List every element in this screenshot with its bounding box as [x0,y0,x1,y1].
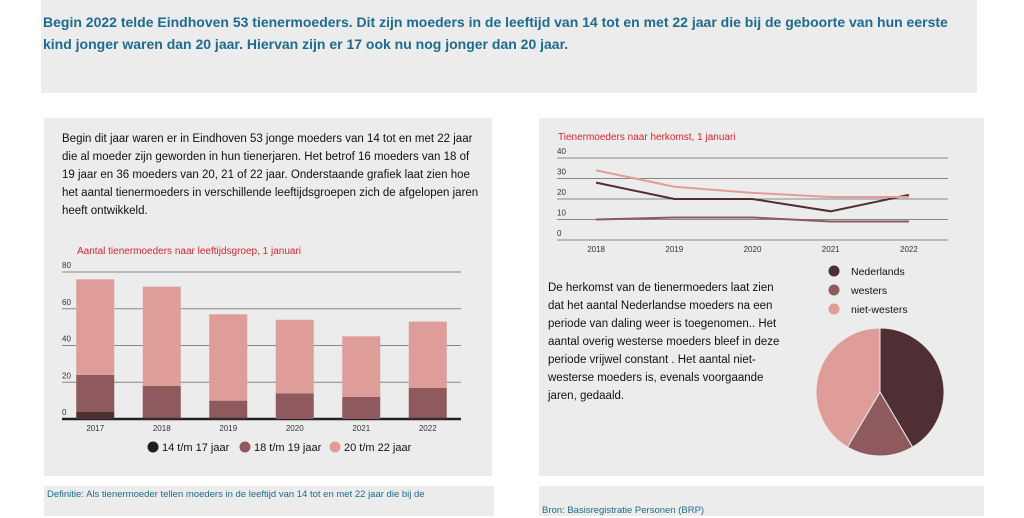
y-tick-label: 60 [62,298,71,307]
bar-segment [275,319,314,394]
bar-segment [342,336,381,397]
y-tick-label: 10 [557,209,566,218]
line [595,169,909,198]
x-tick-label: 2019 [219,424,237,433]
bar-segment [209,314,248,401]
legend-marker [239,441,251,453]
bar-segment [142,417,181,419]
chart-title: Aantal tienermoeders naar leeftijdsgroep… [77,246,301,257]
y-tick-label: 40 [62,335,71,344]
bar-segment [408,387,447,418]
definition-box [44,486,494,516]
bar-segment [76,374,115,412]
legend-marker [828,265,840,277]
bar-segment [142,286,181,386]
bar-segment [408,417,447,419]
line [595,181,910,213]
y-tick-label: 20 [62,371,71,380]
y-tick-label: 80 [62,261,71,270]
bar-segment [209,417,248,419]
legend-label: Nederlands [851,266,905,278]
legend-marker [147,441,159,453]
pie-slice [879,327,945,448]
bar-segment [342,396,381,419]
x-tick-label: 2022 [419,424,437,433]
bar-segment [209,400,248,418]
pie-slice [815,327,881,448]
y-tick-label: 20 [557,188,566,197]
x-tick-label: 2020 [286,424,304,433]
x-tick-label: 2021 [822,245,840,254]
line [596,216,909,223]
y-tick-label: 40 [557,147,566,156]
legend-label: niet-westers [851,304,908,316]
x-tick-label: 2019 [665,245,683,254]
legend-label: westers [850,285,887,297]
bar-segment [408,321,447,388]
x-tick-label: 2020 [744,245,762,254]
legend-label: 20 t/m 22 jaar [344,442,412,454]
x-tick-label: 2021 [352,424,370,433]
source-text: Bron: Basisregistratie Personen (BRP) [542,505,705,516]
bar-segment [142,385,181,418]
x-tick-label: 2022 [900,245,918,254]
y-tick-label: 0 [557,229,562,238]
header-box [41,0,977,93]
definition-text: Definitie: Als tienermoeder tellen moede… [47,489,425,500]
legend-label: 18 t/m 19 jaar [254,442,322,454]
x-tick-label: 2018 [587,245,605,254]
header-text: Begin 2022 telde Eindhoven 53 tienermoed… [43,14,948,52]
right-text: De herkomst van de tienermoeders laat zi… [548,282,780,402]
legend-marker [329,441,341,453]
y-tick-label: 0 [62,408,67,417]
bar-segment [275,393,314,419]
source-box [539,486,984,516]
x-tick-label: 2017 [86,424,104,433]
y-tick-label: 30 [557,168,566,177]
bar-segment [76,279,115,375]
legend-label: 14 t/m 17 jaar [162,442,230,454]
chart-title: Tienermoeders naar herkomst, 1 januari [558,132,736,143]
legend-marker [828,303,840,315]
x-tick-label: 2018 [153,424,171,433]
bar-segment [76,411,115,419]
pie-slice [846,391,914,457]
left-text: Begin dit jaar waren er in Eindhoven 53 … [62,133,479,217]
legend-marker [828,284,840,296]
